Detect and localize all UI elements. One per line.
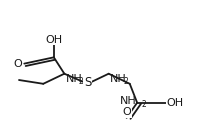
Text: O: O: [122, 107, 131, 117]
Text: NH: NH: [120, 96, 137, 106]
Text: 2: 2: [142, 100, 147, 108]
Text: OH: OH: [45, 35, 62, 45]
Text: O: O: [14, 59, 22, 69]
Text: S: S: [84, 76, 91, 89]
Text: OH: OH: [167, 98, 184, 108]
Text: NH: NH: [110, 74, 126, 84]
Text: 2: 2: [79, 77, 84, 86]
Text: NH: NH: [65, 74, 82, 84]
Text: 2: 2: [123, 77, 128, 86]
